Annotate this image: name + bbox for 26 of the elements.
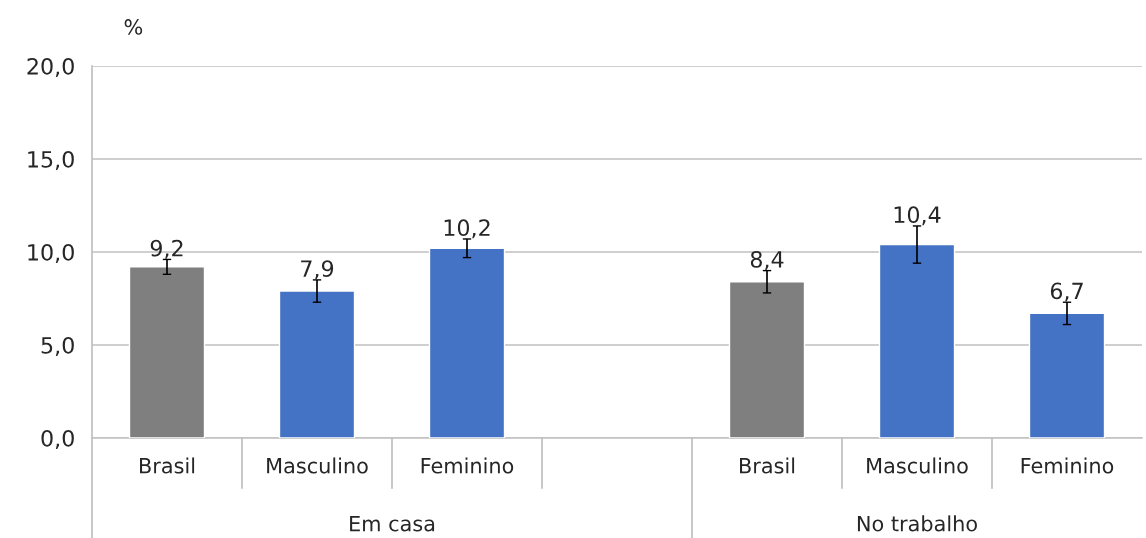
bar <box>728 281 806 438</box>
bar <box>428 247 506 438</box>
x-tick-label: Masculino <box>867 457 968 474</box>
bar <box>878 243 956 438</box>
data-label: 10,2 <box>444 219 490 239</box>
y-tick-label: 20,0 <box>27 57 74 78</box>
x-tick-label: Masculino <box>267 457 368 474</box>
y-tick-label: 0,0 <box>41 429 74 450</box>
data-label: 7,9 <box>301 260 334 280</box>
text: Em casa <box>350 515 435 532</box>
bar <box>128 266 206 438</box>
data-label: 9,2 <box>150 239 183 259</box>
data-label: 10,4 <box>894 206 941 226</box>
data-label: 6,7 <box>1050 282 1083 302</box>
x-tick-label: Feminino <box>1021 457 1114 474</box>
x-tick-label: Brasil <box>740 457 795 474</box>
text: No trabalho <box>857 515 977 532</box>
bar <box>1028 312 1106 438</box>
y-tick-label: 5,0 <box>41 336 74 357</box>
x-tick-label: Feminino <box>421 457 514 474</box>
bar <box>278 290 356 438</box>
y-axis-title: % <box>124 19 143 35</box>
y-tick-label: 15,0 <box>28 150 74 171</box>
data-label: 8,4 <box>750 250 784 270</box>
y-tick-label: 10,0 <box>28 243 74 264</box>
x-tick-label: Brasil <box>140 457 195 474</box>
